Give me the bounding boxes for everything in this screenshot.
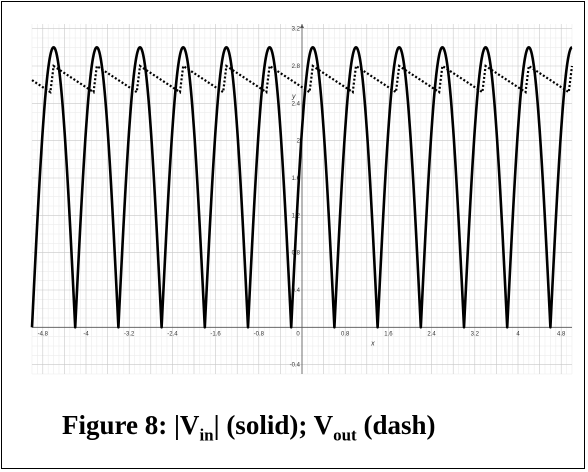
caption-text: Figure 8: |Vin| (solid); Vout (dash) <box>62 410 436 445</box>
x-tick-label: 2.4 <box>427 331 436 337</box>
x-tick-label: -1.6 <box>210 331 221 337</box>
x-tick-labels: -4.8 -4 -3.2 -2.4 -1.6 -0.8 0 0.8 1.6 2.4 3.2 4 4.8 x <box>38 331 566 347</box>
y-tick-label: 2 <box>297 139 301 145</box>
y-tick-label: 2.4 <box>292 101 301 107</box>
x-tick-label: 4.8 <box>557 331 566 337</box>
x-tick-label: 3.2 <box>471 331 480 337</box>
y-tick-label: 0.4 <box>292 288 301 294</box>
y-axis-label: y <box>291 94 296 101</box>
series-vin-line <box>30 46 573 329</box>
y-tick-label: -0.4 <box>290 363 301 369</box>
axes <box>32 24 572 374</box>
x-tick-label: -2.4 <box>167 331 178 337</box>
caption-sub-out: out <box>333 425 357 445</box>
series-layer <box>30 46 574 329</box>
y-tick-label: 3.2 <box>292 27 301 33</box>
x-tick-label: -4.8 <box>38 331 49 337</box>
caption-sub-in: in <box>199 425 214 445</box>
y-tick-label: 2.8 <box>292 64 301 70</box>
caption-prefix: Figure 8: |V <box>62 410 200 440</box>
x-axis-label: x <box>370 340 375 347</box>
x-tick-label: 4 <box>516 331 520 337</box>
series-vout-line <box>31 64 574 95</box>
x-tick-label: 0 <box>296 331 300 337</box>
x-tick-label: -4 <box>83 331 89 337</box>
x-tick-label: -3.2 <box>124 331 135 337</box>
caption-middle: | (solid); V <box>213 410 334 440</box>
y-tick-label: 1.6 <box>292 176 301 182</box>
y-axis-arrow <box>300 24 304 28</box>
caption-suffix: (dash) <box>356 410 436 440</box>
chart-plot: -4.8 -4 -3.2 -2.4 -1.6 -0.8 0 0.8 1.6 2.4 3.2 4 4.8 x… <box>30 24 574 375</box>
x-tick-label: -0.8 <box>254 331 265 337</box>
x-tick-label: 0.8 <box>341 331 350 337</box>
x-tick-label: 1.6 <box>384 331 393 337</box>
